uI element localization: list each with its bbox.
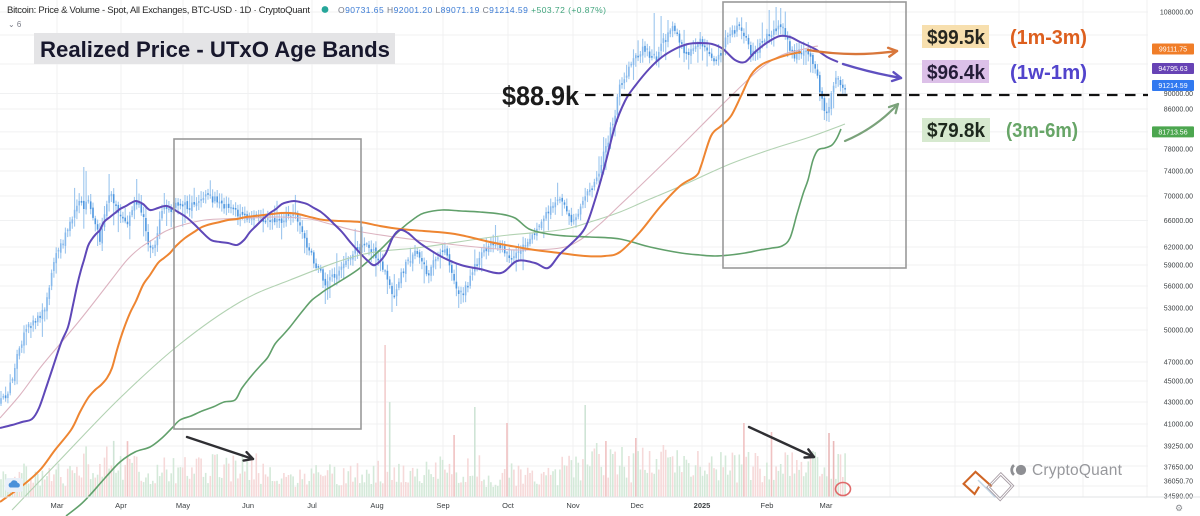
svg-text:91214.59: 91214.59 (1158, 83, 1187, 90)
svg-text:59000.00: 59000.00 (1164, 263, 1193, 270)
svg-text:108000.00: 108000.00 (1160, 10, 1193, 17)
svg-text:$99.5k: $99.5k (927, 27, 986, 49)
svg-text:Oct: Oct (502, 501, 515, 510)
svg-text:CryptoQuant: CryptoQuant (1032, 462, 1123, 479)
svg-text:Dec: Dec (630, 501, 644, 510)
svg-text:94795.63: 94795.63 (1158, 66, 1187, 73)
svg-text:66000.00: 66000.00 (1164, 218, 1193, 225)
svg-text:Jun: Jun (242, 501, 254, 510)
svg-text:(3m-6m): (3m-6m) (1006, 120, 1078, 142)
svg-text:36050.70: 36050.70 (1164, 479, 1193, 486)
svg-text:37650.00: 37650.00 (1164, 465, 1193, 472)
svg-text:53000.00: 53000.00 (1164, 306, 1193, 313)
svg-text:45000.00: 45000.00 (1164, 379, 1193, 386)
svg-text:50000.00: 50000.00 (1164, 328, 1193, 335)
svg-text:(1w-1m): (1w-1m) (1010, 62, 1087, 84)
svg-text:Nov: Nov (566, 501, 580, 510)
svg-text:Jul: Jul (307, 501, 317, 510)
svg-text:$88.9k: $88.9k (502, 81, 580, 111)
svg-text:⌄ 6: ⌄ 6 (8, 20, 22, 29)
svg-text:Mar: Mar (820, 501, 833, 510)
svg-text:90000.00: 90000.00 (1164, 91, 1193, 98)
svg-text:Bitcoin: Price & Volume - Spot: Bitcoin: Price & Volume - Spot, All Exch… (7, 5, 310, 16)
svg-text:$96.4k: $96.4k (927, 62, 986, 84)
svg-text:Feb: Feb (761, 501, 774, 510)
svg-text:May: May (176, 501, 190, 510)
svg-text:81713.56: 81713.56 (1158, 129, 1187, 136)
svg-text:70000.00: 70000.00 (1164, 194, 1193, 201)
svg-text:74000.00: 74000.00 (1164, 169, 1193, 176)
svg-text:2025: 2025 (694, 501, 711, 510)
svg-text:47000.00: 47000.00 (1164, 360, 1193, 367)
svg-text:O90731.65 H92001.20 L89071.19: O90731.65 H92001.20 L89071.19 C91214.59 … (338, 5, 606, 15)
svg-text:41000.00: 41000.00 (1164, 422, 1193, 429)
svg-text:39250.00: 39250.00 (1164, 444, 1193, 451)
svg-text:99111.75: 99111.75 (1159, 47, 1187, 54)
svg-text:43000.00: 43000.00 (1164, 400, 1193, 407)
svg-text:Realized Price - UTxO Age Band: Realized Price - UTxO Age Bands (40, 37, 390, 62)
svg-text:62000.00: 62000.00 (1164, 245, 1193, 252)
svg-text:78000.00: 78000.00 (1164, 147, 1193, 154)
svg-text:Mar: Mar (51, 501, 64, 510)
svg-text:86000.00: 86000.00 (1164, 107, 1193, 114)
svg-text:Apr: Apr (115, 501, 127, 510)
svg-text:$79.8k: $79.8k (927, 120, 986, 142)
svg-text:⚙: ⚙ (1175, 503, 1183, 513)
svg-text:56000.00: 56000.00 (1164, 284, 1193, 291)
svg-text:(1m-3m): (1m-3m) (1010, 27, 1087, 49)
svg-text:Sep: Sep (436, 501, 449, 510)
svg-text:Aug: Aug (370, 501, 383, 510)
